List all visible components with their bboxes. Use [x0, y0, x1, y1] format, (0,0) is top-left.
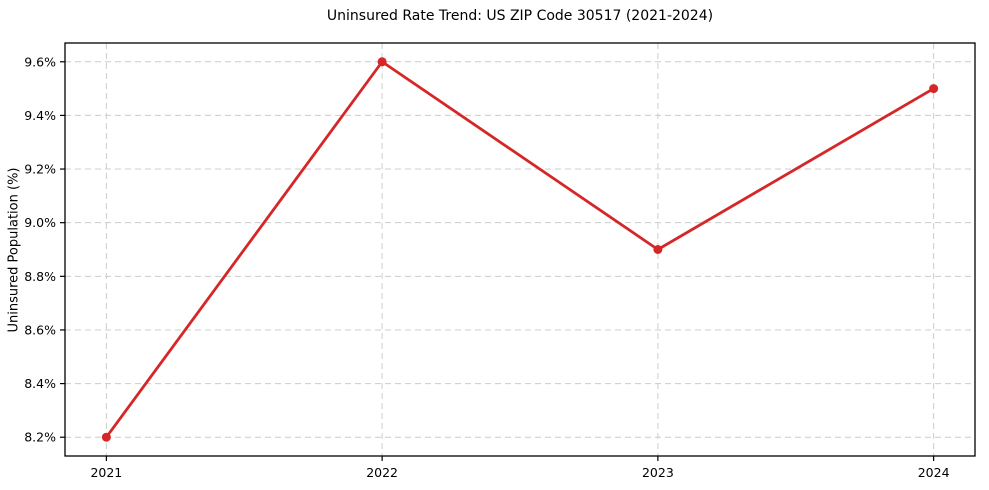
y-tick-label: 8.8%: [24, 269, 56, 284]
y-tick-label: 8.2%: [24, 430, 56, 445]
chart-title: Uninsured Rate Trend: US ZIP Code 30517 …: [326, 8, 714, 24]
x-tick-label: 2024: [918, 465, 950, 480]
y-tick-label: 9.2%: [24, 162, 56, 177]
y-tick-label: 9.0%: [24, 215, 56, 230]
data-point: [929, 84, 939, 94]
data-point: [101, 432, 111, 442]
data-point: [653, 245, 663, 254]
x-tick-label: 2022: [366, 465, 398, 480]
y-tick-label: 9.4%: [24, 108, 56, 123]
plot-border: [64, 42, 976, 457]
x-tick-label: 2021: [90, 465, 122, 480]
y-tick-label: 8.4%: [24, 376, 56, 391]
x-tick-label: 2023: [642, 465, 674, 480]
y-tick-label: 9.6%: [24, 54, 56, 69]
data-point: [377, 57, 387, 67]
trend-line: [104, 60, 936, 439]
y-tick-label: 8.6%: [24, 322, 56, 337]
